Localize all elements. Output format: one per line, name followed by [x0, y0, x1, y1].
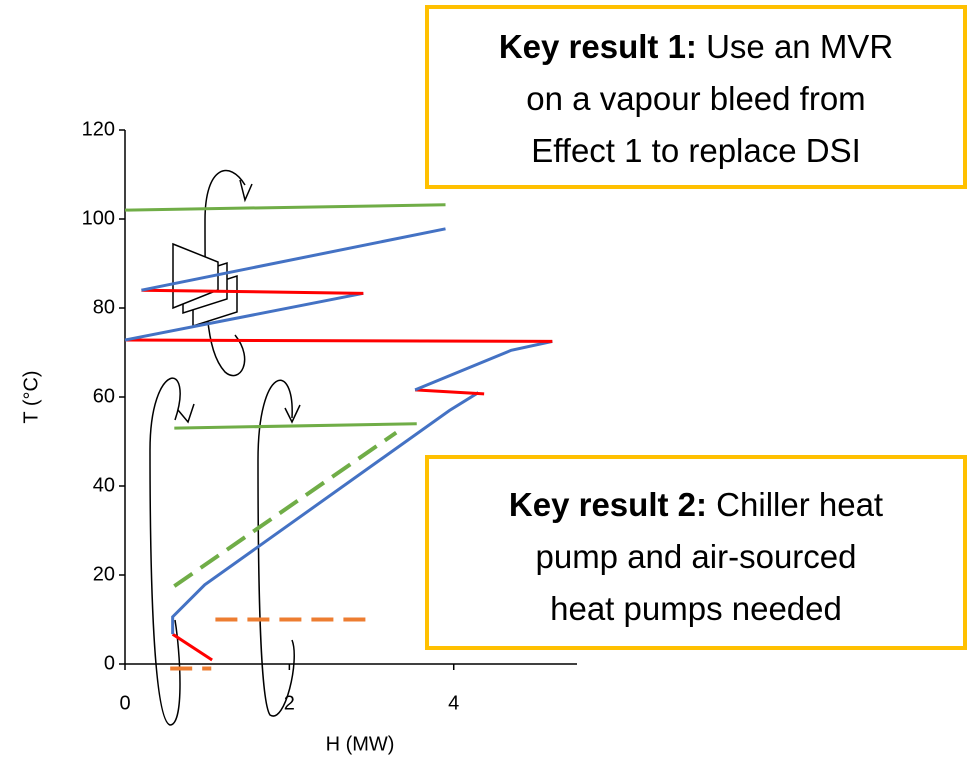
annotation-line: heat pumps needed — [550, 590, 842, 627]
arrow-head — [177, 403, 195, 424]
line-segment — [415, 388, 485, 396]
y-tick-label: 60 — [93, 385, 115, 407]
x-tick-label: 4 — [448, 692, 459, 714]
line-segment — [124, 291, 364, 342]
y-tick-label: 100 — [82, 207, 115, 229]
y-axis-label: T (°C) — [20, 370, 42, 423]
line-segment — [171, 632, 213, 662]
arrow-head — [284, 404, 301, 424]
arrow-loop — [257, 379, 295, 717]
line-segment — [171, 391, 480, 635]
line-segment — [124, 338, 553, 343]
line-segment — [173, 430, 398, 588]
annotation-line: on a vapour bleed from — [526, 80, 866, 117]
annotation-box: Key result 2: Chiller heat pump and air-s… — [425, 455, 967, 650]
line-segment — [414, 339, 553, 392]
annotation-box: Key result 1: Use an MVR on a vapour blee… — [425, 5, 967, 189]
x-tick-label: 2 — [284, 692, 295, 714]
annotation-line: Chiller heat — [716, 486, 884, 523]
y-tick-label: 0 — [104, 652, 115, 674]
y-tick-label: 120 — [82, 118, 115, 140]
annotation-line: pump and air-sourced — [535, 538, 857, 575]
arrow-loop — [149, 377, 181, 726]
annotation-line: Use an MVR — [706, 28, 894, 65]
annotation-line: Effect 1 to replace DSI — [531, 132, 861, 169]
y-tick-label: 20 — [93, 563, 115, 585]
line-segment — [141, 227, 446, 292]
line-segment — [141, 288, 364, 295]
x-axis-label: H (MW) — [326, 733, 395, 755]
line-segment — [174, 422, 417, 430]
decor — [149, 169, 301, 726]
y-tick-label: 80 — [93, 296, 115, 318]
y-tick-label: 40 — [93, 474, 115, 496]
arrow-head — [239, 179, 253, 203]
annotation-bold: Key result 1: — [498, 28, 697, 65]
x-tick-label: 0 — [119, 692, 130, 714]
line-segment — [124, 203, 446, 212]
annotation-bold: Key result 2: — [508, 486, 707, 523]
